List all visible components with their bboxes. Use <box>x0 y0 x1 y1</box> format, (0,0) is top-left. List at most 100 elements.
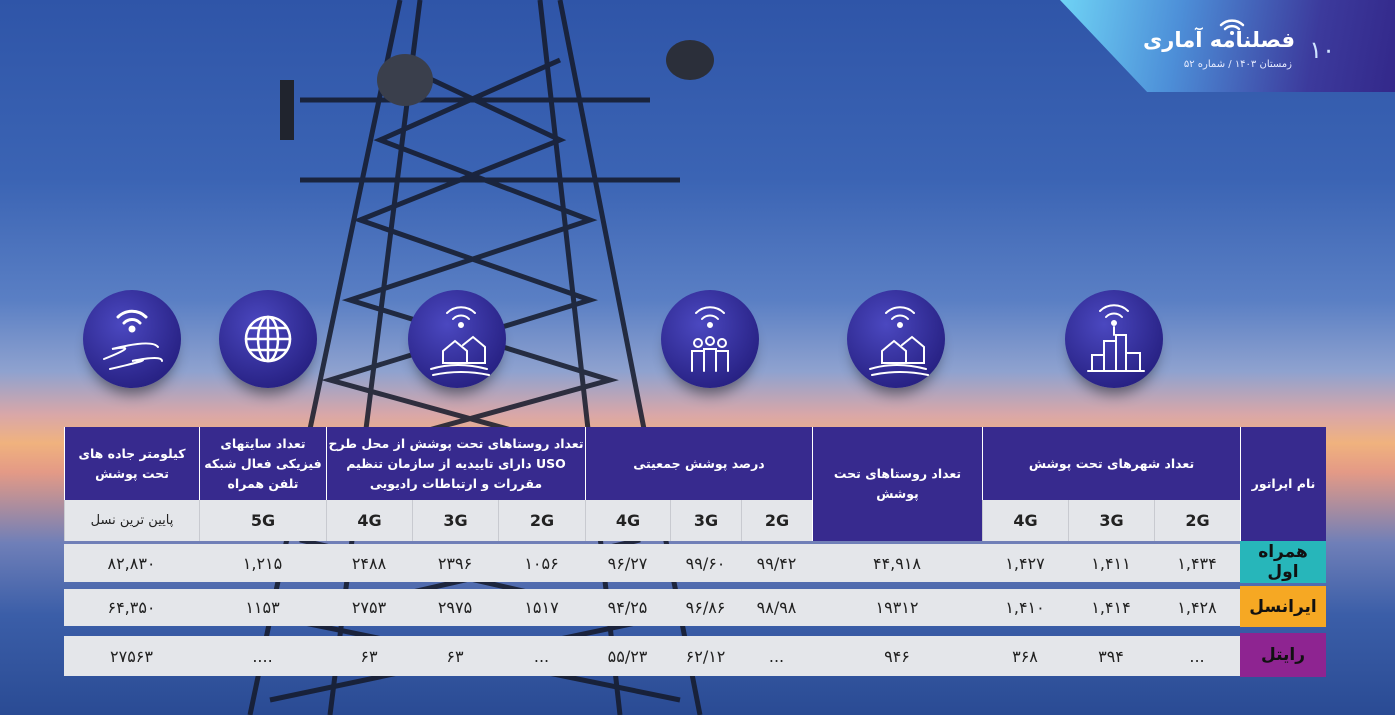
operator-name-text: همراه اول <box>1258 542 1308 582</box>
cities-value: ۳۹۴ <box>1068 636 1154 676</box>
subheader-cities-2-text: 4G <box>1013 511 1038 530</box>
population-value-text: ۹۹/۴۲ <box>756 553 797 573</box>
subheader-cities-0-text: 2G <box>1185 511 1210 530</box>
villages-value: ۹۴۶ <box>812 636 982 676</box>
uso-value-text: ۶۳ <box>446 646 464 666</box>
header-population-text: درصد پوشش جمعیتی <box>633 455 765 471</box>
subheader-sites-text: 5G <box>250 511 276 530</box>
population-value: ۹۶/۸۶ <box>670 589 741 626</box>
population-value: ۹۴/۲۵ <box>585 589 670 626</box>
sites-value-text: ۱,۲۱۵ <box>242 553 283 573</box>
roads-value-text: ۲۷۵۶۳ <box>110 646 153 666</box>
population-value: ۵۵/۲۳ <box>585 636 670 676</box>
table-row <box>64 636 1240 676</box>
roads-value: ۸۲,۸۳۰ <box>64 544 199 582</box>
villages-value-text: ۹۴۶ <box>884 646 910 666</box>
cities-value-text: ۱,۴۲۷ <box>1005 553 1045 573</box>
cities-value: ۱,۴۱۴ <box>1068 589 1154 626</box>
table-row <box>64 589 1240 626</box>
magazine-title: فصلنامه آماری <box>1143 28 1295 52</box>
roads-value-text: ۶۴,۳۵۰ <box>107 598 156 617</box>
cities-value-text: ۳۹۴ <box>1098 646 1124 666</box>
sites-value: ۱۱۵۳ <box>199 589 326 626</box>
subheader-population-1-text: 3G <box>693 511 719 530</box>
uso-value: ۶۳ <box>412 636 498 676</box>
subheader-sites: 5G <box>199 500 326 541</box>
header-uso: تعداد روستاهای تحت پوشش از محل طرح USO د… <box>326 427 585 500</box>
sites-value: .... <box>199 636 326 676</box>
cities-value: ... <box>1154 636 1240 676</box>
operator-name: ایرانسل <box>1240 586 1326 627</box>
population-value-text: ... <box>768 646 785 666</box>
cities-value-text: ۱,۴۲۸ <box>1177 598 1217 617</box>
cities-value: ۱,۴۱۰ <box>982 589 1068 626</box>
population-value-text: ۹۴/۲۵ <box>607 598 648 617</box>
cities-value-text: ۱,۴۳۴ <box>1177 553 1217 573</box>
subheader-uso-1: 3G <box>412 500 498 541</box>
road-wifi-icon <box>83 290 181 388</box>
operator-name-text: رایتل <box>1260 645 1306 665</box>
subheader-uso-1-text: 3G <box>443 511 468 530</box>
population-value-text: ۹۶/۲۷ <box>607 553 648 573</box>
header-roads-text: کیلومتر جاده های تحت پوشش <box>78 445 186 481</box>
issue-info: زمستان ۱۴۰۳ / شماره ۵۲ <box>1183 59 1292 70</box>
subheader-roads-text: پایین ترین نسل <box>90 513 174 528</box>
sites-value-text: ۱۱۵۳ <box>245 598 280 617</box>
header-operator: نام اپراتور <box>1240 427 1326 541</box>
sites-value: ۱,۲۱۵ <box>199 544 326 582</box>
cities-value: ۱,۴۲۷ <box>982 544 1068 582</box>
subheader-cities-1: 3G <box>1068 500 1154 541</box>
villages-value-text: ۱۹۳۱۲ <box>875 598 919 617</box>
subheader-population-1: 3G <box>670 500 741 541</box>
sites-value-text: .... <box>252 646 273 666</box>
subheader-cities-0: 2G <box>1154 500 1240 541</box>
header-villages: تعداد روستاهای تحت پوشش <box>812 427 982 541</box>
table-row <box>64 544 1240 582</box>
uso-value: ۲۳۹۶ <box>412 544 498 582</box>
city-wifi-icon <box>1065 290 1163 388</box>
cities-value: ۱,۴۱۱ <box>1068 544 1154 582</box>
cities-value: ۳۶۸ <box>982 636 1068 676</box>
cities-value-text: ۳۶۸ <box>1012 646 1038 666</box>
globe-icon <box>219 290 317 388</box>
subheader-cities-1-text: 3G <box>1099 511 1124 530</box>
header-cities-text: تعداد شهرهای تحت پوشش <box>1028 455 1195 471</box>
population-value-text: ۶۲/۱۲ <box>685 646 726 666</box>
cities-value: ۱,۴۲۸ <box>1154 589 1240 626</box>
village-wifi-icon <box>847 290 945 388</box>
subheader-uso-2: 4G <box>326 500 412 541</box>
cities-value-text: ۱,۴۱۴ <box>1091 598 1131 617</box>
uso-value: ... <box>498 636 585 676</box>
uso-value: ۱۵۱۷ <box>498 589 585 626</box>
subheader-uso-2-text: 4G <box>357 511 382 530</box>
uso-value-text: ۲۷۵۳ <box>351 598 387 617</box>
subheader-uso-0-text: 2G <box>529 511 555 530</box>
operator-name: رایتل <box>1240 633 1326 677</box>
villages-value: ۱۹۳۱۲ <box>812 589 982 626</box>
uso-value-text: ۱۵۱۷ <box>524 598 559 617</box>
population-value-text: ۹۶/۸۶ <box>685 598 726 617</box>
people-wifi-icon <box>661 290 759 388</box>
cities-value-text: ۱,۴۱۰ <box>1005 598 1045 617</box>
header-population: درصد پوشش جمعیتی <box>585 427 812 500</box>
cities-value: ۱,۴۳۴ <box>1154 544 1240 582</box>
subheader-population-2-text: 4G <box>615 511 641 530</box>
operator-name-text: ایرانسل <box>1249 596 1317 617</box>
cities-value-text: ... <box>1189 646 1205 666</box>
villages-value: ۴۴,۹۱۸ <box>812 544 982 582</box>
uso-value-text: ۲۳۹۶ <box>437 553 473 573</box>
roads-value: ۶۴,۳۵۰ <box>64 589 199 626</box>
subheader-cities-2: 4G <box>982 500 1068 541</box>
uso-value: ۶۳ <box>326 636 412 676</box>
header-roads: کیلومتر جاده های تحت پوشش <box>64 427 199 500</box>
population-value-text: ۹۸/۹۸ <box>756 598 797 617</box>
uso-value-text: ۲۴۸۸ <box>351 553 387 573</box>
header-villages-text: تعداد روستاهای تحت پوشش <box>833 466 962 501</box>
header-cities: تعداد شهرهای تحت پوشش <box>982 427 1240 500</box>
header-sites: تعداد سایتهای فیزیکی فعال شبکه تلفن همرا… <box>199 427 326 500</box>
roads-value: ۲۷۵۶۳ <box>64 636 199 676</box>
operator-name: همراه اول <box>1240 541 1326 583</box>
population-value: ... <box>741 636 812 676</box>
subheader-population-2: 4G <box>585 500 670 541</box>
uso-value-text: ۲۹۷۵ <box>437 598 473 617</box>
